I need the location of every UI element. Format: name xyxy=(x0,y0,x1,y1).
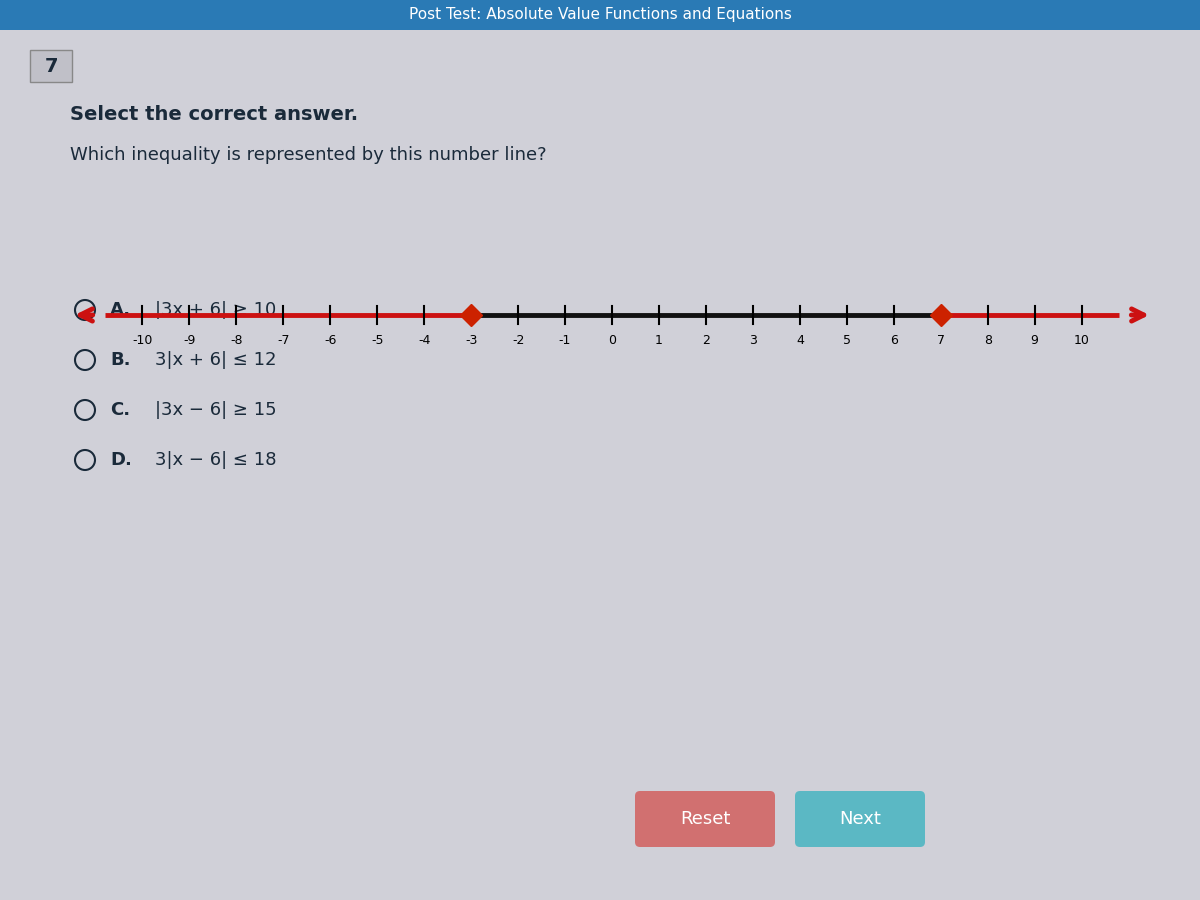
Text: 6: 6 xyxy=(890,334,898,346)
Text: |3x + 6| ≥ 10: |3x + 6| ≥ 10 xyxy=(155,301,276,319)
Text: C.: C. xyxy=(110,401,130,419)
Text: Reset: Reset xyxy=(680,810,730,828)
Text: Post Test: Absolute Value Functions and Equations: Post Test: Absolute Value Functions and … xyxy=(408,7,792,22)
Text: -5: -5 xyxy=(371,334,384,346)
Text: 3|x − 6| ≤ 18: 3|x − 6| ≤ 18 xyxy=(155,451,276,469)
Text: 7: 7 xyxy=(937,334,944,346)
Text: A.: A. xyxy=(110,301,131,319)
Text: -2: -2 xyxy=(512,334,524,346)
Text: 1: 1 xyxy=(655,334,662,346)
Text: 4: 4 xyxy=(796,334,804,346)
Text: -7: -7 xyxy=(277,334,289,346)
Text: -8: -8 xyxy=(230,334,242,346)
FancyBboxPatch shape xyxy=(0,0,1200,30)
Text: -6: -6 xyxy=(324,334,336,346)
Text: 3: 3 xyxy=(749,334,757,346)
FancyBboxPatch shape xyxy=(635,791,775,847)
Text: |3x − 6| ≥ 15: |3x − 6| ≥ 15 xyxy=(155,401,277,419)
Text: Next: Next xyxy=(839,810,881,828)
Text: 7: 7 xyxy=(44,57,58,76)
Text: D.: D. xyxy=(110,451,132,469)
Text: 9: 9 xyxy=(1031,334,1038,346)
Text: 2: 2 xyxy=(702,334,710,346)
Text: 3|x + 6| ≤ 12: 3|x + 6| ≤ 12 xyxy=(155,351,276,369)
Text: -9: -9 xyxy=(184,334,196,346)
Text: 10: 10 xyxy=(1074,334,1090,346)
Text: -3: -3 xyxy=(464,334,478,346)
Text: 5: 5 xyxy=(842,334,851,346)
Text: -4: -4 xyxy=(418,334,431,346)
Text: Which inequality is represented by this number line?: Which inequality is represented by this … xyxy=(70,146,547,164)
Text: Select the correct answer.: Select the correct answer. xyxy=(70,105,358,124)
Text: B.: B. xyxy=(110,351,131,369)
Text: -10: -10 xyxy=(132,334,152,346)
FancyBboxPatch shape xyxy=(796,791,925,847)
Text: -1: -1 xyxy=(559,334,571,346)
Text: 0: 0 xyxy=(608,334,616,346)
FancyBboxPatch shape xyxy=(30,50,72,82)
Text: 8: 8 xyxy=(984,334,991,346)
